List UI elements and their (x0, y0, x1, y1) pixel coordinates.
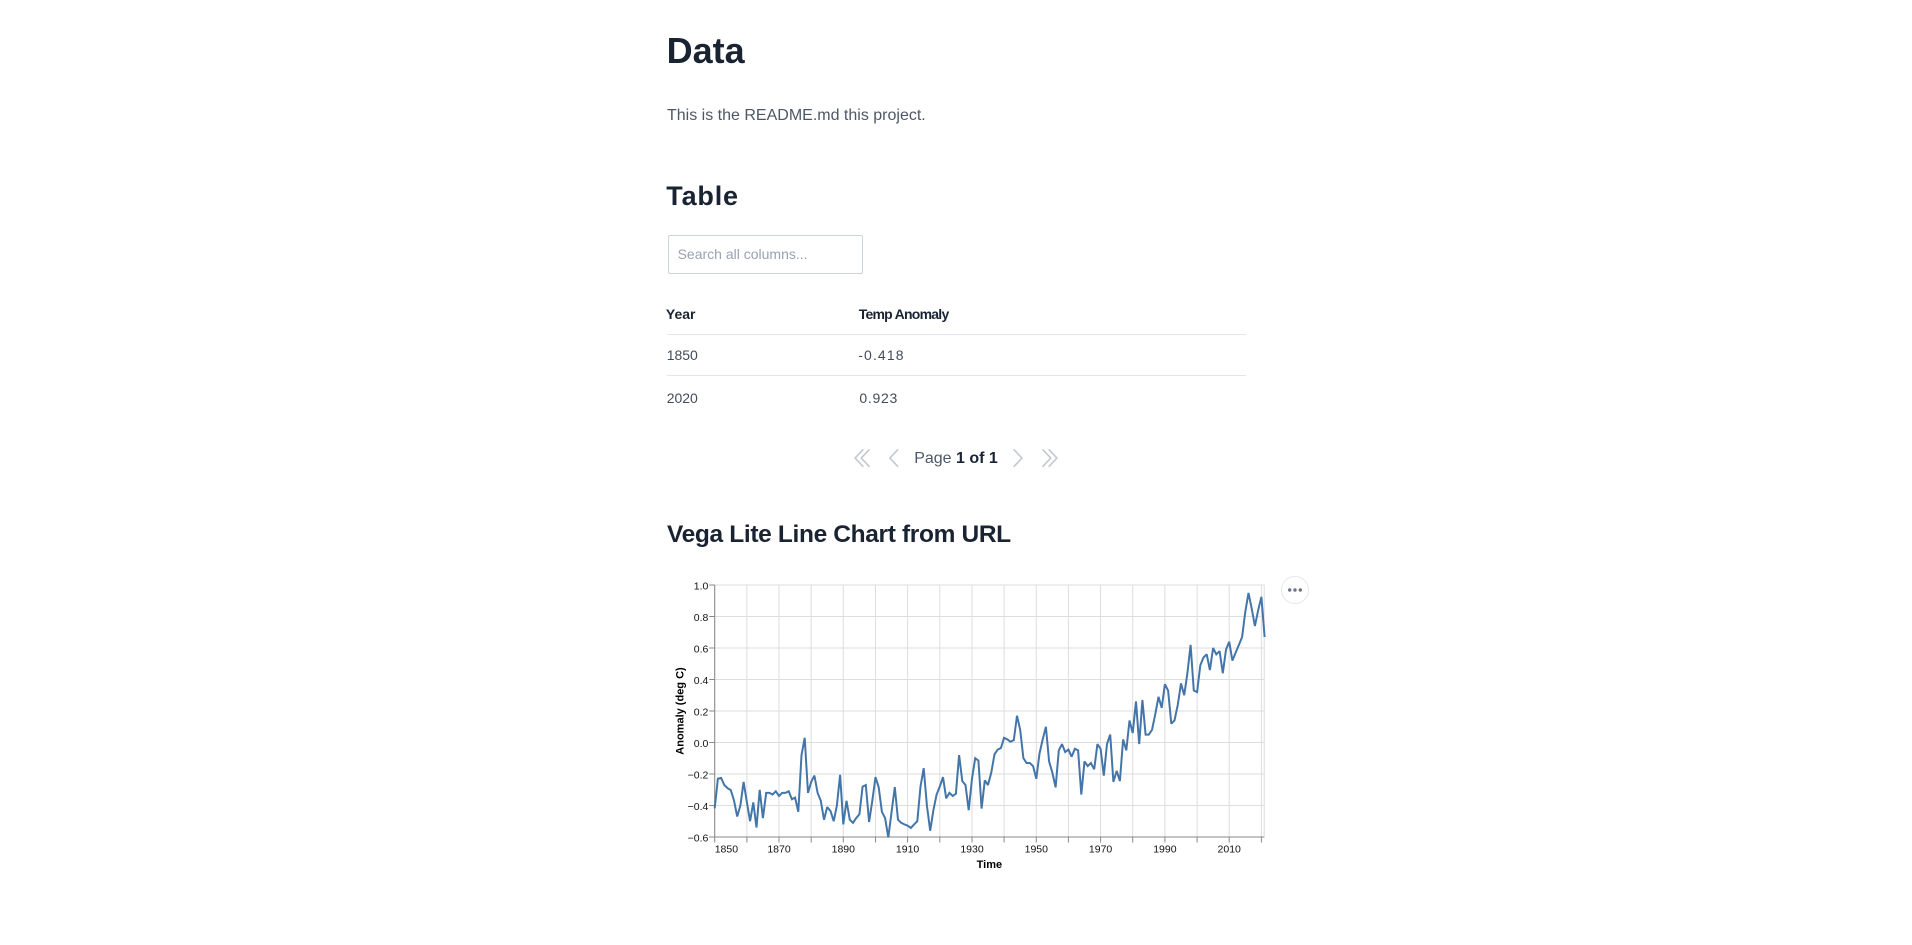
svg-text:1970: 1970 (1089, 843, 1113, 855)
svg-text:1.0: 1.0 (694, 581, 709, 593)
svg-text:2010: 2010 (1218, 843, 1242, 855)
svg-text:1890: 1890 (832, 843, 856, 855)
svg-text:0.2: 0.2 (694, 707, 709, 719)
svg-text:0.8: 0.8 (694, 612, 709, 624)
svg-text:1950: 1950 (1025, 843, 1049, 855)
svg-text:Anomaly (deg C): Anomaly (deg C) (675, 667, 687, 755)
svg-text:−0.6: −0.6 (688, 833, 709, 845)
svg-text:0.0: 0.0 (694, 738, 709, 750)
svg-text:1870: 1870 (767, 843, 791, 855)
svg-text:Time: Time (977, 859, 1002, 871)
svg-text:−0.2: −0.2 (688, 770, 709, 782)
svg-text:0.6: 0.6 (694, 644, 709, 656)
svg-text:1990: 1990 (1153, 843, 1177, 855)
svg-text:0.4: 0.4 (694, 675, 709, 687)
svg-text:1850: 1850 (715, 843, 739, 855)
svg-text:1910: 1910 (896, 843, 920, 855)
svg-text:−0.4: −0.4 (688, 801, 709, 813)
svg-text:1930: 1930 (960, 843, 984, 855)
